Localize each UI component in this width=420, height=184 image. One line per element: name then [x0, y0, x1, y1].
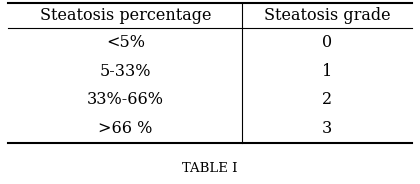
Text: TABLE I: TABLE I	[182, 162, 238, 174]
Text: >66 %: >66 %	[98, 120, 152, 137]
Text: 0: 0	[322, 34, 332, 51]
Text: 3: 3	[322, 120, 332, 137]
Text: Steatosis percentage: Steatosis percentage	[39, 7, 211, 24]
Text: 33%-66%: 33%-66%	[87, 91, 164, 108]
Text: 2: 2	[322, 91, 332, 108]
Text: 1: 1	[322, 63, 332, 80]
Text: Steatosis grade: Steatosis grade	[264, 7, 390, 24]
Text: <5%: <5%	[106, 34, 145, 51]
Text: 5-33%: 5-33%	[100, 63, 151, 80]
